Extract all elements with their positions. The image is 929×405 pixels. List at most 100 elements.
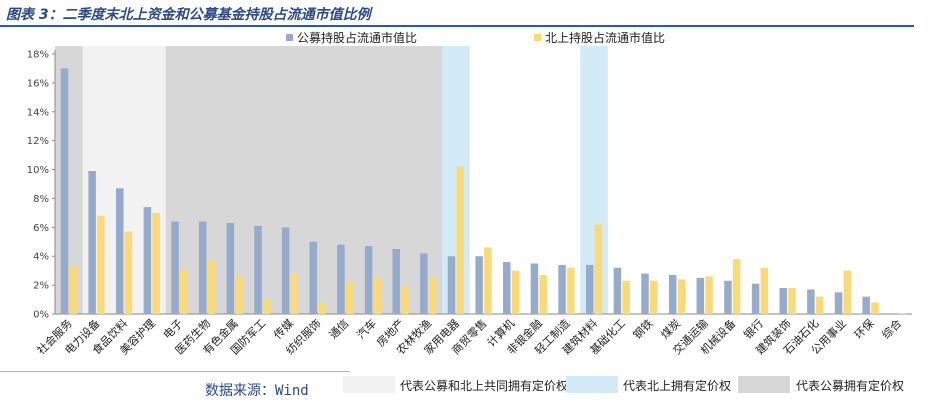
north-bar-2 — [124, 231, 133, 314]
title-rule — [0, 25, 914, 27]
north-bar-27 — [815, 296, 824, 314]
figure-title: 图表 3：二季度末北上资金和公募基金持股占流通市值比例 — [6, 7, 371, 23]
zone-key-both-swatch — [343, 376, 395, 393]
y-tick-label: 2% — [33, 281, 49, 292]
y-tick-label: 6% — [33, 223, 49, 234]
fund-bar-27 — [807, 289, 815, 314]
north-bar-13 — [428, 277, 437, 314]
north-bar-11 — [373, 277, 382, 314]
category-label-30: 综合 — [879, 316, 904, 341]
fund-bar-22 — [668, 275, 677, 314]
fund-bar-8 — [281, 227, 290, 314]
north-bar-20 — [622, 280, 630, 314]
pricing-zones — [55, 46, 608, 314]
north-bar-19 — [594, 224, 603, 314]
north-bar-28 — [843, 270, 851, 314]
north-bar-26 — [788, 288, 796, 314]
north-bar-29 — [871, 302, 879, 314]
series-legend: 公募持股占流通市值比 北上持股占流通市值比 — [286, 30, 665, 45]
y-tick-label: 18% — [27, 50, 49, 61]
zone-key-north-label: 代表北上拥有定价权 — [623, 379, 732, 393]
y-tick-label: 4% — [33, 252, 49, 263]
category-label-10: 通信 — [327, 317, 352, 342]
zone-key-both-label: 代表公募和北上共同拥有定价权 — [400, 379, 569, 393]
fund-bar-26 — [779, 288, 787, 314]
legend-label-0: 公募持股占流通市值比 — [297, 30, 417, 45]
y-tick-label: 8% — [33, 194, 49, 205]
fund-bar-11 — [364, 246, 373, 314]
y-tick-label: 12% — [27, 136, 49, 147]
zone-fund-1 — [165, 46, 443, 314]
zone-north-4 — [580, 46, 608, 314]
north-bar-9 — [318, 303, 326, 314]
fund-bar-17 — [530, 263, 539, 314]
fund-bar-4 — [171, 221, 179, 314]
zone-key-fund-swatch — [738, 376, 790, 393]
fund-bar-15 — [475, 256, 483, 314]
north-bar-30 — [898, 313, 907, 314]
north-bar-21 — [649, 280, 658, 314]
zone-fund-2 — [55, 46, 83, 314]
north-bar-12 — [401, 286, 409, 314]
north-bar-5 — [207, 260, 216, 314]
y-tick-label: 16% — [27, 78, 49, 89]
bar-chart: 0% 2% 4% 6% 8% 10% 12% 14% 16% 18% 社会服务电力设备食品饮料美容… — [27, 30, 912, 357]
legend-swatch-1 — [534, 34, 541, 41]
north-bar-10 — [345, 282, 354, 314]
fund-bar-23 — [696, 277, 705, 314]
north-bar-3 — [152, 212, 160, 314]
fund-bar-12 — [392, 249, 400, 314]
bars — [60, 68, 907, 314]
fund-bar-16 — [503, 262, 511, 314]
source-note: 数据来源：Wind — [205, 383, 309, 399]
y-tick-label: 14% — [27, 107, 49, 118]
fund-bar-30 — [890, 313, 898, 314]
north-bar-23 — [705, 276, 713, 314]
fund-bar-13 — [420, 253, 428, 314]
fund-bar-9 — [309, 241, 318, 314]
fund-bar-28 — [834, 292, 843, 314]
footer-rule — [0, 371, 350, 372]
y-axis: 0% 2% 4% 6% 8% 10% 12% 14% 16% 18% — [27, 50, 912, 321]
legend-swatch-0 — [286, 34, 293, 41]
north-bar-15 — [484, 247, 492, 314]
fund-bar-29 — [862, 296, 870, 314]
north-bar-18 — [567, 267, 575, 314]
fund-bar-25 — [751, 283, 760, 314]
fund-bar-21 — [641, 273, 649, 314]
fund-bar-19 — [585, 264, 594, 314]
fund-bar-0 — [60, 68, 69, 314]
y-tick-label: 0% — [33, 310, 49, 321]
north-bar-17 — [539, 275, 547, 314]
fund-bar-1 — [88, 171, 96, 314]
zone-both-0 — [82, 46, 166, 314]
y-tick-label: 10% — [27, 165, 49, 176]
fund-bar-10 — [337, 244, 345, 314]
north-bar-4 — [180, 269, 188, 314]
north-bar-6 — [235, 275, 243, 314]
zone-key-fund-label: 代表公募拥有定价权 — [796, 379, 905, 393]
category-label-29: 环保 — [851, 316, 876, 341]
zone-north-3 — [442, 46, 470, 314]
north-bar-1 — [97, 215, 105, 314]
north-bar-22 — [677, 279, 686, 314]
north-bar-25 — [760, 267, 769, 314]
fund-bar-18 — [558, 264, 566, 314]
fund-bar-5 — [198, 221, 207, 314]
fund-bar-3 — [143, 207, 152, 314]
fund-bar-24 — [724, 280, 732, 314]
north-bar-16 — [511, 270, 520, 314]
north-bar-24 — [732, 259, 741, 314]
fund-bar-14 — [447, 256, 456, 314]
north-bar-8 — [290, 273, 299, 314]
fund-bar-20 — [613, 267, 622, 314]
north-bar-0 — [69, 266, 77, 314]
category-label-21: 钢铁 — [631, 317, 656, 342]
north-bar-14 — [456, 166, 464, 314]
north-bar-7 — [262, 299, 271, 314]
zone-key-north-swatch — [566, 376, 618, 393]
fund-bar-6 — [226, 223, 235, 314]
fund-bar-7 — [254, 225, 262, 314]
fund-bar-2 — [116, 188, 124, 314]
